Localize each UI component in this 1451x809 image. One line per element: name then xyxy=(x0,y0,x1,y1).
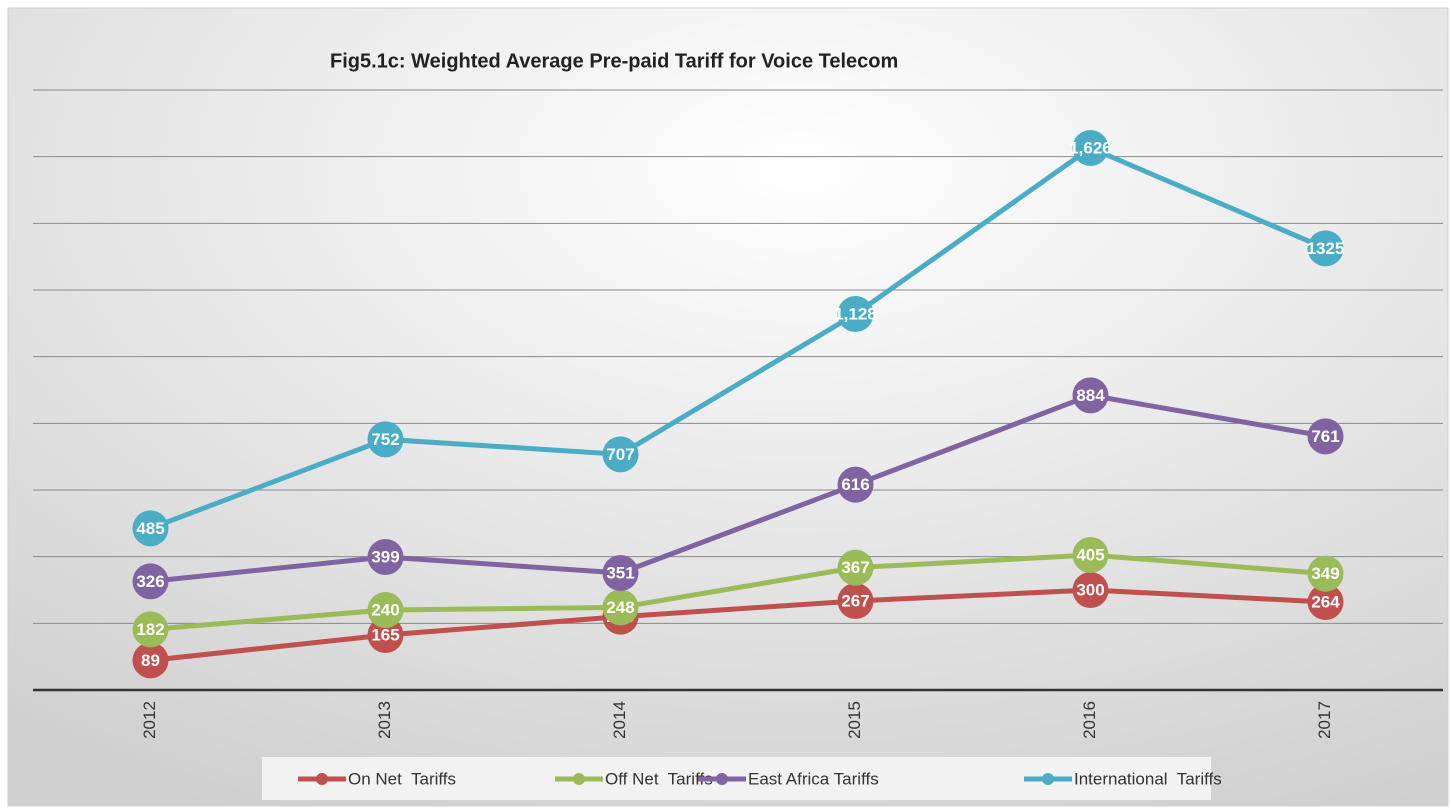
data-label: 707 xyxy=(606,445,634,464)
data-point xyxy=(1307,584,1344,620)
data-label: 267 xyxy=(841,591,869,610)
data-point xyxy=(602,589,639,626)
data-point xyxy=(602,436,639,473)
data-label: 165 xyxy=(371,625,399,644)
data-label: 182 xyxy=(136,620,164,639)
data-point xyxy=(1307,555,1344,592)
series-line xyxy=(150,552,1326,632)
legend-marker xyxy=(316,773,328,785)
data-label: 1,626 xyxy=(1069,138,1112,157)
data-point xyxy=(1307,230,1344,267)
data-label: 300 xyxy=(1076,580,1104,599)
x-tick-label: 2012 xyxy=(140,701,159,739)
data-point xyxy=(367,539,404,575)
data-label: 240 xyxy=(371,600,399,619)
series-line xyxy=(149,145,1327,531)
legend-marker xyxy=(573,773,585,785)
data-label: 485 xyxy=(136,519,164,538)
data-point xyxy=(132,611,169,648)
data-label: 351 xyxy=(606,563,634,582)
legend-label: East Africa Tariffs xyxy=(748,769,879,788)
x-tick-label: 2017 xyxy=(1315,701,1334,739)
data-label: 752 xyxy=(371,430,399,449)
x-tick-label: 2016 xyxy=(1080,701,1099,739)
data-label: 399 xyxy=(371,547,399,566)
data-point xyxy=(602,555,639,591)
x-tick-label: 2014 xyxy=(610,701,629,739)
data-point xyxy=(367,421,404,458)
data-label: 616 xyxy=(841,475,869,494)
data-point xyxy=(367,617,404,653)
data-point xyxy=(132,642,169,679)
data-point xyxy=(837,466,874,503)
data-point xyxy=(367,592,404,628)
data-point xyxy=(837,296,874,332)
data-label: 405 xyxy=(1076,545,1104,564)
data-label: 264 xyxy=(1311,592,1340,611)
series-line xyxy=(150,587,1326,663)
data-point xyxy=(1072,377,1109,414)
data-point xyxy=(132,563,169,600)
data-point xyxy=(837,549,874,586)
data-label: 761 xyxy=(1311,427,1339,446)
series-line xyxy=(150,392,1326,584)
data-label: 1,128 xyxy=(834,304,877,323)
legend-label: International Tariffs xyxy=(1074,769,1222,788)
legend-marker xyxy=(1042,773,1054,785)
data-point xyxy=(837,583,874,619)
legend-marker xyxy=(716,773,728,785)
x-tick-label: 2013 xyxy=(375,701,394,739)
data-label: 89 xyxy=(141,651,160,670)
chart-title: Fig5.1c: Weighted Average Pre-paid Tarif… xyxy=(330,50,898,72)
x-tick-label: 2015 xyxy=(845,701,864,739)
data-point xyxy=(132,510,169,547)
data-point xyxy=(1072,130,1109,166)
data-label: 349 xyxy=(1311,564,1339,583)
data-label: 326 xyxy=(136,572,164,591)
data-label: 884 xyxy=(1076,386,1105,405)
data-point xyxy=(1072,537,1109,573)
data-label: 248 xyxy=(606,598,634,617)
data-label: 1325 xyxy=(1307,239,1345,258)
data-label: 367 xyxy=(841,558,869,577)
legend-label: Off Net Tariffs xyxy=(605,769,713,788)
legend-label: On Net Tariffs xyxy=(348,769,456,788)
chart-background xyxy=(7,7,1449,807)
data-point xyxy=(1307,418,1344,455)
data-point xyxy=(1072,572,1109,608)
